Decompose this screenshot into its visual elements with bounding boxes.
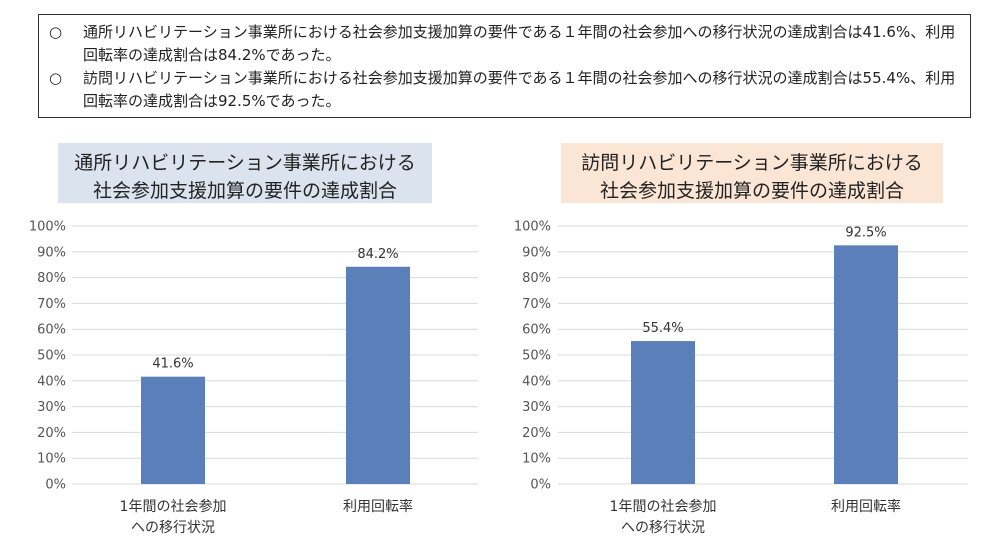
circle-bullet: ○: [49, 23, 63, 41]
chart-title-line: 訪問リハビリテーション事業所における: [581, 152, 923, 174]
data-label: 55.4%: [642, 321, 683, 336]
y-tick-label: 30%: [522, 400, 551, 415]
data-label: 92.5%: [845, 225, 886, 240]
x-tick-label: への移行状況: [131, 520, 215, 536]
y-tick-label: 0%: [530, 478, 551, 493]
y-tick-label: 90%: [522, 245, 551, 260]
data-label: 84.2%: [357, 247, 398, 262]
x-tick-label: 1年間の社会参加: [610, 498, 717, 515]
y-tick-label: 0%: [45, 478, 66, 493]
chart-title-tsusho: 通所リハビリテーション事業所における 社会参加支援加算の要件の達成割合: [58, 143, 432, 203]
bar: [834, 245, 898, 484]
x-tick-label: 利用回転率: [831, 498, 901, 515]
y-tick-label: 60%: [37, 323, 66, 338]
bar: [141, 376, 205, 484]
y-tick-label: 30%: [37, 400, 66, 415]
summary-text: 通所リハビリテーション事業所における社会参加支援加算の要件である１年間の社会参加…: [83, 23, 956, 64]
bar: [346, 266, 410, 484]
y-tick-label: 40%: [37, 374, 66, 389]
chart-title-homon: 訪問リハビリテーション事業所における 社会参加支援加算の要件の達成割合: [561, 143, 943, 203]
chart-title-line: 社会参加支援加算の要件の達成割合: [599, 180, 904, 202]
x-tick-label: 1年間の社会参加: [120, 498, 227, 515]
y-tick-label: 80%: [37, 271, 66, 286]
summary-box: ○ 通所リハビリテーション事業所における社会参加支援加算の要件である１年間の社会…: [38, 14, 971, 118]
y-tick-label: 70%: [37, 297, 66, 312]
y-tick-label: 60%: [522, 323, 551, 338]
summary-text: 訪問リハビリテーション事業所における社会参加支援加算の要件である１年間の社会参加…: [83, 69, 956, 110]
y-tick-label: 10%: [522, 452, 551, 467]
x-tick-label: 利用回転率: [343, 498, 413, 515]
summary-item: ○ 訪問リハビリテーション事業所における社会参加支援加算の要件である１年間の社会…: [49, 67, 960, 113]
chart-title-line: 社会参加支援加算の要件の達成割合: [92, 180, 397, 202]
x-tick-label: への移行状況: [621, 520, 705, 536]
summary-item: ○ 通所リハビリテーション事業所における社会参加支援加算の要件である１年間の社会…: [49, 21, 960, 67]
circle-bullet: ○: [49, 69, 63, 87]
y-tick-label: 50%: [37, 349, 66, 364]
y-tick-label: 70%: [522, 297, 551, 312]
y-tick-label: 100%: [514, 220, 551, 235]
y-tick-label: 100%: [29, 220, 66, 235]
y-tick-label: 90%: [37, 245, 66, 260]
y-tick-label: 50%: [522, 349, 551, 364]
y-tick-label: 80%: [522, 271, 551, 286]
y-tick-label: 20%: [37, 426, 66, 441]
bar: [631, 341, 695, 484]
y-tick-label: 40%: [522, 374, 551, 389]
y-tick-label: 10%: [37, 452, 66, 467]
y-tick-label: 20%: [522, 426, 551, 441]
chart-title-line: 通所リハビリテーション事業所における: [74, 152, 416, 174]
data-label: 41.6%: [152, 357, 193, 372]
